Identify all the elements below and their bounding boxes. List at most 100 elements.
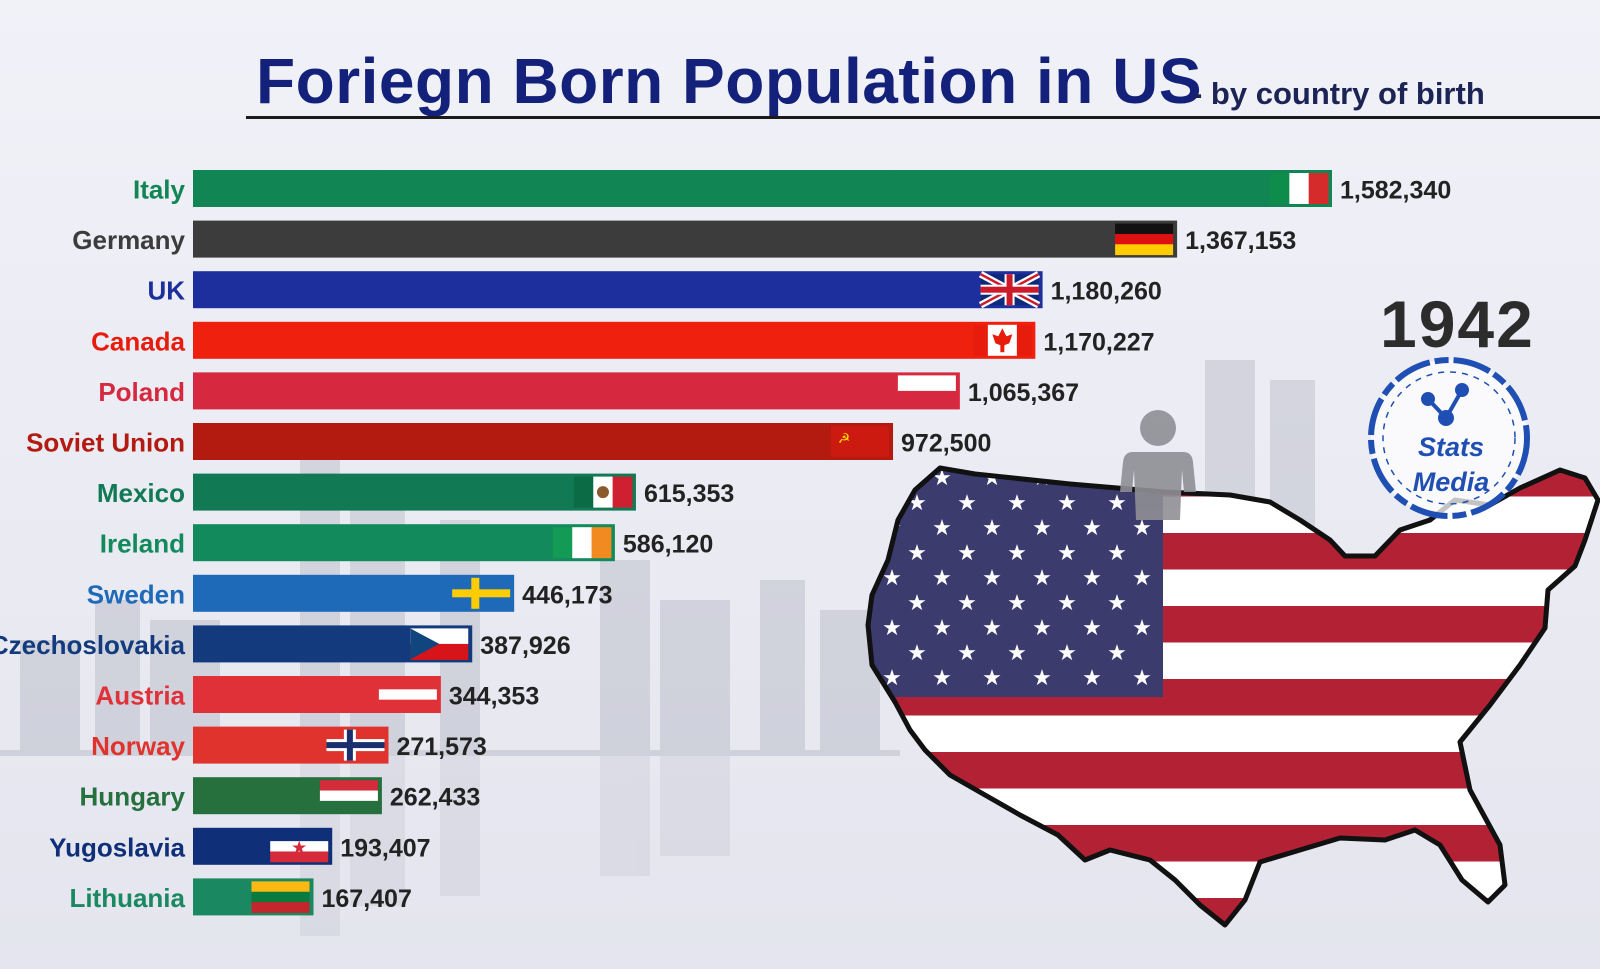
person-icon [1120,410,1196,520]
category-label: Germany [72,225,185,255]
svg-text:★: ★ [1132,566,1152,591]
bar-row: UK 1,180,260 [147,271,1162,309]
category-label: Soviet Union [26,428,185,458]
category-label: Mexico [97,478,185,508]
category-label: Austria [95,681,185,711]
stats-media-logo: Stats Media [1368,357,1530,519]
svg-text:★: ★ [1082,666,1102,691]
logo-text-stats: Stats [1418,432,1484,462]
svg-text:★: ★ [1057,541,1077,566]
svg-text:★: ★ [907,641,927,666]
bar-row: Norway 271,573 [91,726,487,764]
value-label: 1,065,367 [968,379,1079,407]
italy-flag-icon [1270,173,1329,204]
svg-text:★: ★ [957,491,977,516]
bar [193,170,1332,207]
category-label: Italy [133,175,186,205]
category-label: Czechoslovakia [0,630,186,660]
bar-row: Lithuania 167,407 [69,878,412,916]
bar-chart: Italy 1,582,340 Germany 1,367,153 UK 1,180,26… [0,170,1451,916]
ireland-flag-icon [552,527,612,559]
value-label: 271,573 [396,733,486,761]
category-label: UK [147,276,185,306]
yugoslavia-flag-icon: ★ [270,830,329,863]
value-label: 1,170,227 [1043,328,1154,356]
value-label: 586,120 [623,531,713,559]
category-label: Yugoslavia [49,832,185,862]
category-label: Canada [91,326,185,356]
norway-flag-icon [326,729,385,761]
svg-text:★: ★ [1007,491,1027,516]
svg-text:★: ★ [882,566,902,591]
svg-text:★: ★ [1007,541,1027,566]
chart-subtitle: - by country of birth [1192,76,1485,111]
svg-text:★: ★ [957,541,977,566]
bar [193,372,960,410]
bar-row: Mexico 615,353 [97,473,734,511]
mexico-flag-icon [573,476,633,508]
svg-text:★: ★ [907,541,927,566]
value-label: 615,353 [644,480,734,508]
czechoslovakia-flag-icon [410,628,469,660]
value-label: 387,926 [480,632,570,660]
svg-text:★: ★ [1132,516,1152,541]
value-label: 193,407 [340,834,430,862]
bar-row: Canada 1,170,227 [91,321,1155,359]
svg-text:★: ★ [1032,666,1052,691]
uk-flag-icon [978,271,1041,309]
year-label: 1942 [1380,287,1535,361]
bar-row: Austria 344,353 [95,676,539,713]
value-label: 1,367,153 [1185,227,1296,255]
value-label: 262,433 [390,784,480,812]
category-label: Ireland [100,529,185,559]
germany-flag-icon [1115,223,1174,256]
category-label: Norway [91,731,185,761]
svg-text:★: ★ [1132,616,1152,641]
bar-row: ☭ Soviet Union 972,500 [26,423,991,460]
svg-text:★: ★ [1082,566,1102,591]
lithuania-flag-icon [251,881,310,913]
svg-text:★: ★ [957,641,977,666]
bar [193,473,636,511]
svg-text:★: ★ [982,616,1002,641]
svg-text:★: ★ [1132,666,1152,691]
value-label: 972,500 [901,430,991,458]
hungary-flag-icon [319,780,378,812]
bar [193,220,1178,258]
value-label: 344,353 [449,683,539,711]
svg-text:★: ★ [982,566,1002,591]
bar-row: Poland 1,065,367 [98,372,1079,410]
soviet-union-flag-icon: ☭ [831,426,890,457]
svg-text:★: ★ [1107,491,1127,516]
value-label: 167,407 [322,885,412,913]
svg-text:★: ★ [1107,591,1127,616]
svg-text:★: ★ [1057,591,1077,616]
svg-text:★: ★ [982,666,1002,691]
value-label: 446,173 [522,581,612,609]
bar-row: Hungary 262,433 [80,777,480,815]
bar-row: Ireland 586,120 [100,524,713,562]
svg-text:★: ★ [1082,516,1102,541]
category-label: Lithuania [69,883,185,913]
svg-text:★: ★ [882,616,902,641]
svg-text:★: ★ [982,516,1002,541]
svg-text:★: ★ [1007,641,1027,666]
bar-row: Czechoslovakia 387,926 [0,625,571,663]
category-label: Sweden [87,579,185,609]
bar-row: ★ Yugoslavia 193,407 [49,827,431,865]
austria-flag-icon [378,679,437,711]
svg-text:★: ★ [1007,591,1027,616]
svg-text:★: ★ [932,566,952,591]
canada-flag-icon [973,324,1032,356]
svg-text:★: ★ [932,516,952,541]
svg-text:★: ★ [907,591,927,616]
svg-text:★: ★ [1057,491,1077,516]
sweden-flag-icon [452,577,511,609]
svg-text:★: ★ [1107,641,1127,666]
svg-text:★: ★ [1032,516,1052,541]
svg-text:★: ★ [1082,616,1102,641]
svg-text:☭: ☭ [838,431,851,447]
bar [193,524,615,562]
svg-text:★: ★ [957,591,977,616]
